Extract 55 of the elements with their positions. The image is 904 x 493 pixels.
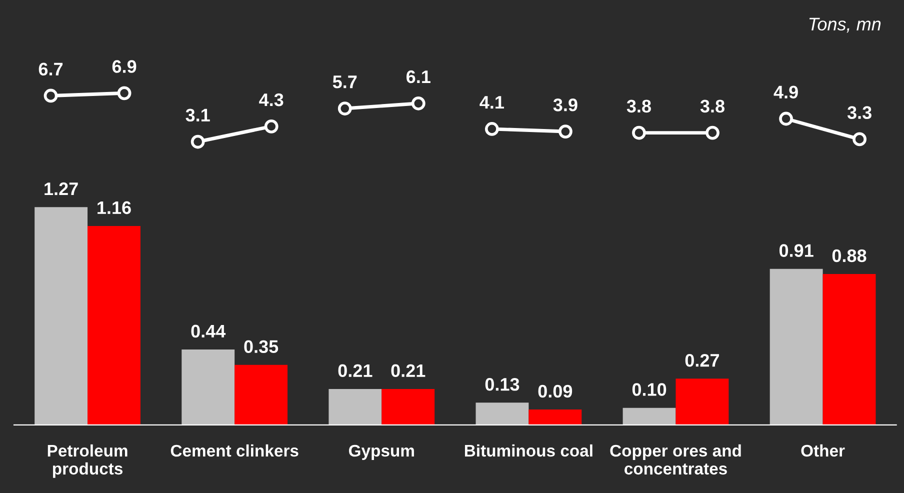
point: [779, 112, 793, 126]
point: [558, 124, 572, 138]
point: [264, 119, 278, 134]
data-label: 6.1: [406, 70, 430, 84]
point: [338, 102, 352, 116]
data-label: 0.13: [485, 378, 520, 391]
data-label: 0.88: [832, 249, 866, 262]
point: [411, 96, 426, 110]
data-label: 0.91: [779, 244, 814, 257]
bar: [382, 388, 435, 425]
data-label: 3.3: [847, 106, 872, 119]
data-label: 0.21: [391, 364, 426, 378]
bar: [476, 402, 529, 425]
x-tick-label: Gypsum: [348, 444, 414, 460]
x-tick-label: Bituminous coal: [464, 444, 592, 457]
bar: [182, 349, 235, 425]
point: [484, 122, 499, 136]
point: [44, 88, 58, 103]
bar: [528, 410, 582, 425]
data-label: 6.7: [38, 62, 63, 76]
x-tick-label: Petroleum products: [48, 444, 128, 478]
data-label: 0.35: [244, 340, 278, 354]
data-label: 3.8: [700, 100, 724, 113]
data-label: 1.16: [98, 201, 131, 214]
point: [706, 126, 720, 140]
data-label: 3.1: [186, 108, 210, 122]
data-label: 5.7: [332, 76, 357, 88]
data-label: 4.3: [259, 93, 284, 106]
point: [852, 132, 866, 146]
data-label: 1.27: [44, 182, 78, 196]
bar: [34, 207, 88, 425]
bar: [234, 364, 288, 425]
point: [190, 134, 205, 149]
data-label: 6.9: [112, 60, 136, 73]
bar: [822, 274, 876, 425]
point: [117, 86, 132, 100]
data-label: 4.9: [774, 86, 798, 99]
data-label: 0.09: [538, 384, 572, 398]
point: [632, 126, 646, 140]
x-tick-label: Other: [801, 444, 845, 457]
data-label: 3.8: [626, 100, 651, 113]
x-tick-label: Cement clinkers: [170, 444, 298, 457]
data-label: 0.27: [685, 354, 719, 367]
data-label: 0.21: [338, 364, 372, 378]
bar: [676, 378, 729, 425]
bar: [622, 408, 676, 425]
data-label: 0.44: [191, 324, 226, 338]
data-label: 0.10: [632, 383, 666, 396]
data-label: 3.9: [553, 98, 578, 112]
bar: [770, 268, 823, 425]
data-label: 4.1: [480, 96, 504, 109]
text: Tons, mn: [809, 18, 881, 33]
bar: [328, 388, 382, 425]
x-tick-label: Copper ores and concentrates: [610, 444, 741, 475]
bar: [88, 226, 140, 425]
